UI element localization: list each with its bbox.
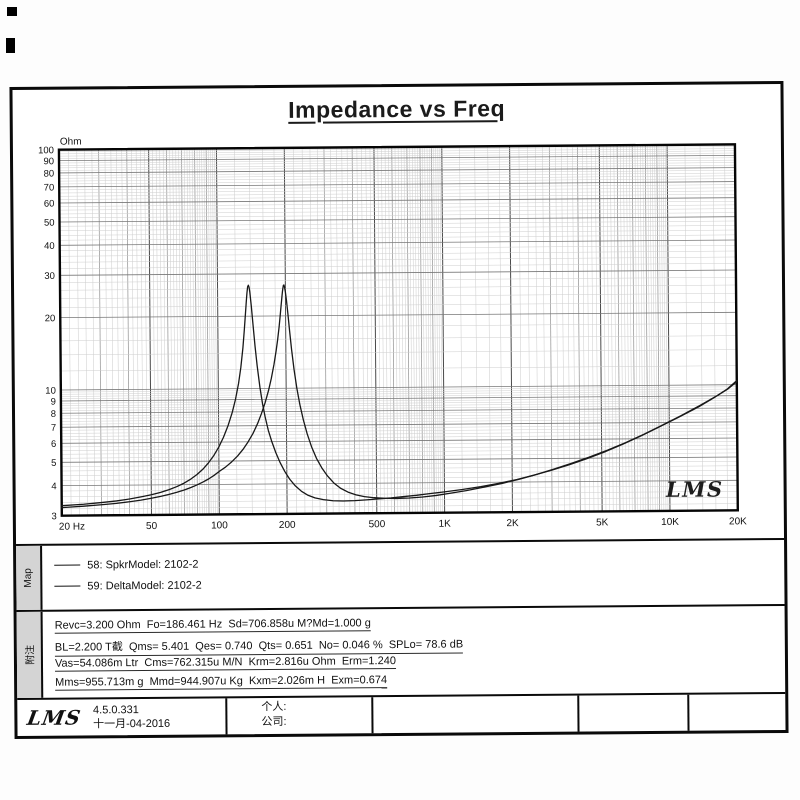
parameter-line: Mms=955.713m g Mmd=944.907u Kg Kxm=2.026… (55, 674, 388, 691)
svg-text:60: 60 (44, 199, 55, 210)
svg-text:5: 5 (51, 458, 56, 469)
footer-empty-cell (373, 695, 580, 734)
legend-item-label: 58: SpkrModel: 2102-2 (87, 558, 199, 571)
svg-text:50: 50 (146, 521, 158, 532)
curve-sample-line-icon (54, 585, 81, 587)
report-date: 十一月-04-2016 (93, 717, 171, 731)
parameter-row: Mms=955.713m g Mmd=944.907u Kg Kxm=2.026… (55, 674, 463, 696)
parameter-line: Revc=3.200 Ohm Fo=186.461 Hz Sd=706.858u… (54, 617, 371, 634)
svg-text:100: 100 (211, 520, 228, 531)
footer-version-cell: LMS 4.5.0.331 十一月-04-2016 (17, 698, 228, 737)
lms-logo: LMS (25, 705, 84, 730)
svg-text:10K: 10K (661, 517, 679, 528)
svg-text:2K: 2K (506, 518, 519, 529)
footer-empty-cell (579, 694, 690, 732)
report-frame: Impedance vs Freq 3 4 5 6 7 8 9 10 20 30 40 50 60 70 8… (9, 80, 789, 740)
page-title: Impedance vs Freq (288, 94, 506, 123)
company-label: 公司: (261, 715, 287, 729)
title-row: Impedance vs Freq (12, 84, 780, 134)
svg-text:20 Hz: 20 Hz (59, 521, 85, 532)
parameter-line: Vas=54.086m Ltr Cms=762.315u M/N Krm=2.8… (54, 655, 397, 672)
scan-artifact-mark (7, 7, 17, 16)
parameter-line: BL=2.200 T截 Qms= 5.401 Qes= 0.740 Qts= 0… (54, 635, 464, 657)
notes-section: 附注 Revc=3.200 Ohm Fo=186.461 Hz Sd=706.8… (16, 603, 786, 699)
map-section-label: Map (22, 568, 34, 588)
svg-text:100: 100 (38, 145, 54, 156)
app-version: 4.5.0.331 (92, 704, 139, 717)
map-section-label-strip: Map (16, 545, 43, 611)
svg-text:8: 8 (51, 409, 56, 420)
personal-label: 个人: (261, 700, 287, 714)
svg-text:1K: 1K (439, 519, 452, 530)
svg-text:Ohm: Ohm (60, 136, 82, 147)
legend-item: 58: SpkrModel: 2102-2 (54, 554, 202, 576)
svg-text:3: 3 (51, 511, 56, 522)
svg-text:200: 200 (279, 520, 296, 531)
legend-item-label: 59: DeltaModel: 2102-2 (87, 579, 202, 592)
notes-section-label: 附注 (25, 644, 37, 665)
footer-empty-cell (689, 694, 785, 731)
svg-text:7: 7 (51, 423, 56, 434)
svg-text:50: 50 (44, 218, 55, 229)
svg-text:500: 500 (369, 519, 386, 530)
svg-text:LMS: LMS (665, 476, 724, 501)
svg-text:6: 6 (51, 439, 56, 450)
svg-text:30: 30 (44, 271, 55, 282)
svg-text:20: 20 (45, 313, 56, 324)
footer-meta: 4.5.0.331 十一月-04-2016 (93, 703, 170, 732)
map-section: Map 58: SpkrModel: 2102-2 59: DeltaModel… (16, 537, 785, 611)
svg-text:5K: 5K (596, 517, 609, 528)
footer-bar: LMS 4.5.0.331 十一月-04-2016 个人: 公司: (17, 691, 786, 737)
scan-artifact-mark (6, 38, 15, 53)
svg-text:9: 9 (51, 397, 56, 408)
footer-contact-cell: 个人: 公司: (227, 697, 374, 735)
parameter-list: Revc=3.200 Ohm Fo=186.461 Hz Sd=706.858u… (43, 609, 464, 698)
svg-text:40: 40 (44, 241, 55, 252)
curve-sample-line-icon (54, 564, 81, 566)
svg-text:20K: 20K (729, 516, 747, 527)
svg-text:80: 80 (44, 168, 55, 179)
notes-section-label-strip: 附注 (16, 611, 44, 699)
svg-text:4: 4 (51, 481, 56, 492)
impedance-chart: 3 4 5 6 7 8 9 10 20 30 40 50 60 70 80 90 100 20 Hz 50 100 20… (13, 128, 784, 544)
legend-list: 58: SpkrModel: 2102-2 59: DeltaModel: 21… (42, 545, 202, 610)
svg-text:70: 70 (44, 182, 55, 193)
svg-text:90: 90 (43, 156, 54, 167)
legend-item: 59: DeltaModel: 2102-2 (54, 575, 202, 597)
svg-text:10: 10 (45, 386, 56, 397)
